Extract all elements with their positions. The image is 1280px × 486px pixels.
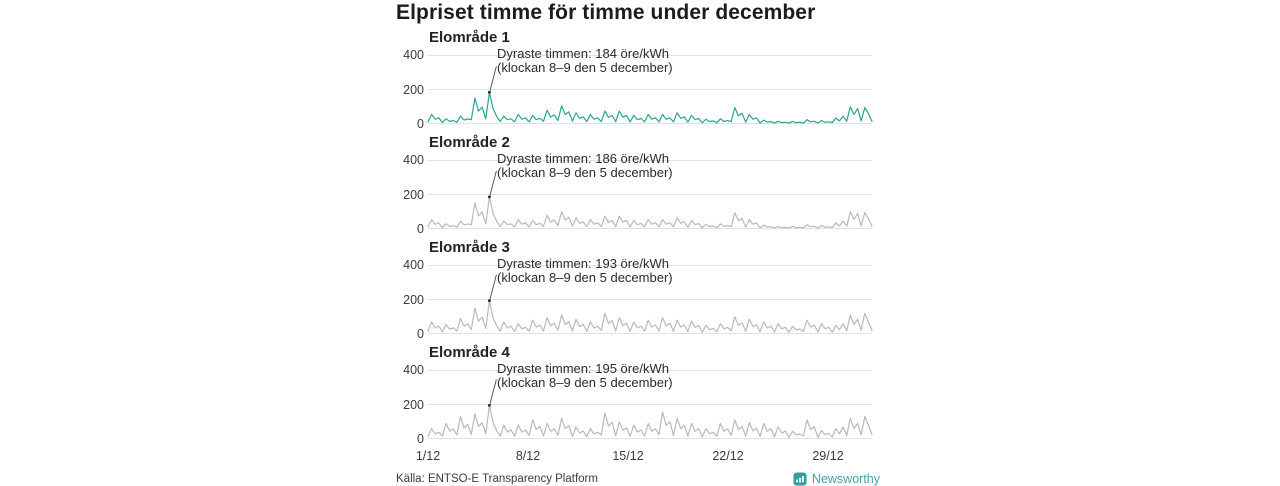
newsworthy-logo-icon xyxy=(793,472,807,486)
y-tick-label: 400 xyxy=(403,363,424,377)
line-chart xyxy=(427,265,873,334)
max-annotation-line1: Dyraste timmen: 184 öre/kWh xyxy=(497,46,669,61)
x-tick-label: 22/12 xyxy=(712,449,744,463)
y-tick-label: 200 xyxy=(403,82,424,97)
chart-graphic: Elpriset timme för timme under december … xyxy=(396,0,880,486)
brand-credit: Newsworthy xyxy=(793,472,880,486)
max-annotation-line2: (klockan 8–9 den 5 december) xyxy=(497,164,673,180)
source-note: Källa: ENTSO-E Transparency Platform xyxy=(396,473,598,485)
y-tick-label: 200 xyxy=(403,397,424,412)
y-tick-label: 0 xyxy=(417,327,424,341)
y-tick-label: 0 xyxy=(417,432,424,446)
panel-elomrade-3: Elområde 3 400 200 0 Dyraste timmen: 193… xyxy=(396,239,880,341)
max-annotation: Dyraste timmen: 186 öre/kWh (klockan 8–9… xyxy=(497,152,673,179)
panel-title: Elområde 1 xyxy=(429,29,510,46)
line-chart xyxy=(427,55,873,124)
max-annotation: Dyraste timmen: 193 öre/kWh (klockan 8–9… xyxy=(497,257,673,284)
max-annotation-line2: (klockan 8–9 den 5 december) xyxy=(497,269,673,285)
panel-title: Elområde 4 xyxy=(429,344,510,361)
y-tick-label: 200 xyxy=(403,187,424,202)
panel-elomrade-1: Elområde 1 400 200 0 Dyraste timmen: 184… xyxy=(396,29,880,131)
max-annotation-line1: Dyraste timmen: 186 öre/kWh xyxy=(497,151,669,166)
x-tick-label: 8/12 xyxy=(515,449,541,463)
y-tick-label: 400 xyxy=(403,48,424,62)
footer: Källa: ENTSO-E Transparency Platform New… xyxy=(396,472,880,486)
y-tick-label: 0 xyxy=(417,222,424,236)
panel-title: Elområde 3 xyxy=(429,239,510,256)
line-chart xyxy=(427,370,873,439)
panel-elomrade-4: Elområde 4 400 200 0 Dyraste timmen: 195… xyxy=(396,344,880,446)
plot-area: 400 200 0 Dyraste timmen: 193 öre/kWh (k… xyxy=(403,257,873,341)
page-title: Elpriset timme för timme under december xyxy=(396,1,816,24)
max-annotation: Dyraste timmen: 195 öre/kWh (klockan 8–9… xyxy=(497,362,673,389)
x-tick-label: 1/12 xyxy=(415,449,441,463)
panel-elomrade-2: Elområde 2 400 200 0 Dyraste timmen: 186… xyxy=(396,134,880,236)
panel-title: Elområde 2 xyxy=(429,134,510,151)
line-chart xyxy=(427,160,873,229)
y-tick-label: 200 xyxy=(403,292,424,307)
max-annotation-line1: Dyraste timmen: 193 öre/kWh xyxy=(497,256,669,271)
max-annotation-line2: (klockan 8–9 den 5 december) xyxy=(497,374,673,390)
x-tick-label: 15/12 xyxy=(612,449,644,463)
brand-name: Newsworthy xyxy=(811,472,880,486)
y-tick-label: 400 xyxy=(403,153,424,167)
plot-area: 400 200 0 Dyraste timmen: 186 öre/kWh (k… xyxy=(403,152,873,236)
y-tick-label: 400 xyxy=(403,258,424,272)
plot-area: 400 200 0 Dyraste timmen: 184 öre/kWh (k… xyxy=(403,47,873,131)
y-tick-label: 0 xyxy=(417,117,424,131)
x-axis: 1/12 8/12 15/12 22/12 29/12 xyxy=(416,449,872,463)
max-annotation: Dyraste timmen: 184 öre/kWh (klockan 8–9… xyxy=(497,47,673,74)
x-tick-label: 29/12 xyxy=(812,449,844,463)
max-annotation-line1: Dyraste timmen: 195 öre/kWh xyxy=(497,361,669,376)
max-annotation-line2: (klockan 8–9 den 5 december) xyxy=(497,59,673,75)
plot-area: 400 200 0 Dyraste timmen: 195 öre/kWh (k… xyxy=(403,362,873,446)
